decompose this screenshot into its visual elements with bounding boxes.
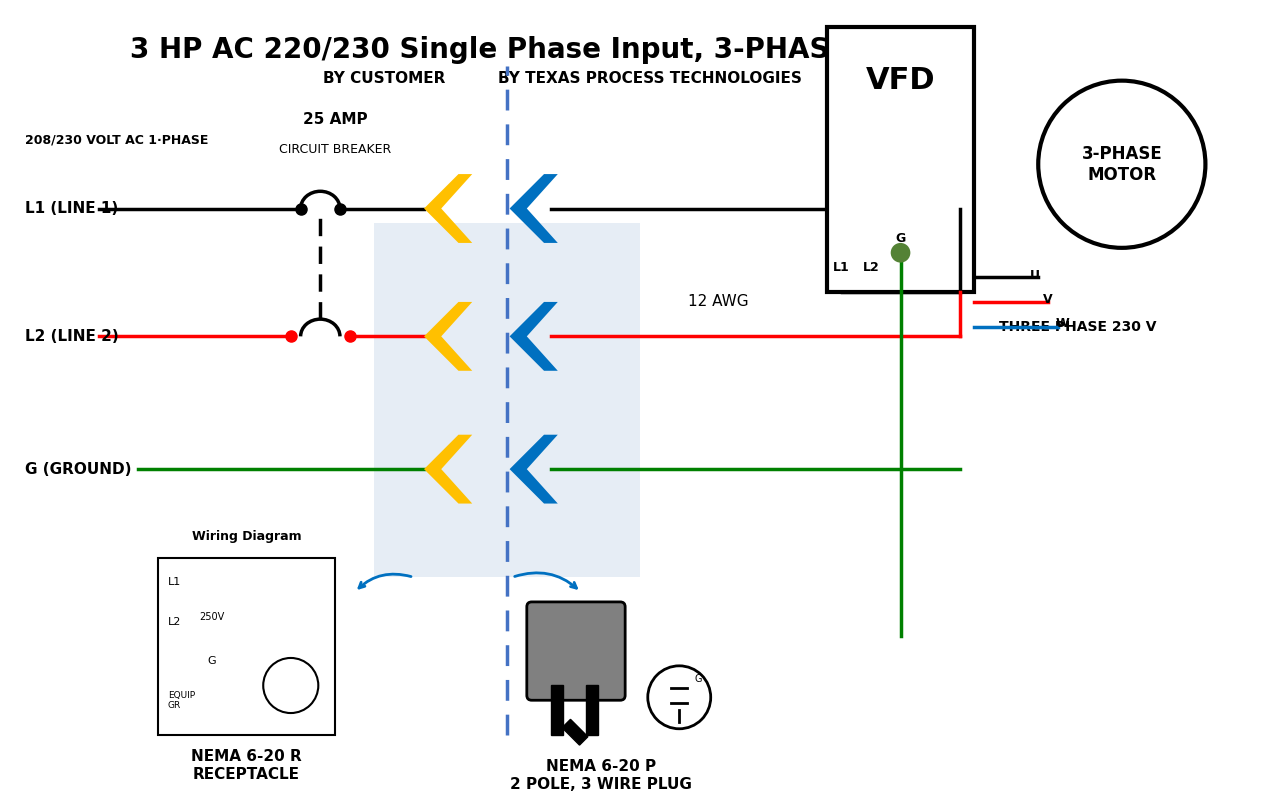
Text: 208/230 VOLT AC 1·PHASE: 208/230 VOLT AC 1·PHASE xyxy=(25,133,208,146)
Text: V: V xyxy=(1043,293,1053,307)
Bar xyxy=(159,558,335,735)
Polygon shape xyxy=(424,434,472,504)
Text: U: U xyxy=(1030,269,1041,282)
Text: L2 (LINE 2): L2 (LINE 2) xyxy=(25,329,119,344)
Text: W: W xyxy=(1056,317,1070,330)
Text: NEMA 6-20 R
RECEPTACLE: NEMA 6-20 R RECEPTACLE xyxy=(192,749,302,782)
Text: G: G xyxy=(695,673,703,684)
Polygon shape xyxy=(424,302,472,371)
Circle shape xyxy=(263,658,319,713)
Text: EQUIP
GR: EQUIP GR xyxy=(168,690,195,710)
Text: Wiring Diagram: Wiring Diagram xyxy=(192,530,301,543)
Bar xyxy=(586,685,598,735)
Text: L1: L1 xyxy=(168,577,181,587)
Circle shape xyxy=(1038,80,1206,248)
Text: G (GROUND): G (GROUND) xyxy=(25,461,132,477)
Text: L1: L1 xyxy=(834,261,850,274)
Text: BY CUSTOMER: BY CUSTOMER xyxy=(324,71,445,86)
Polygon shape xyxy=(424,174,472,243)
Text: THREE PHASE 230 V: THREE PHASE 230 V xyxy=(999,320,1156,333)
Text: 250V: 250V xyxy=(199,611,225,622)
Text: NEMA 6-20 P
2 POLE, 3 WIRE PLUG: NEMA 6-20 P 2 POLE, 3 WIRE PLUG xyxy=(510,760,692,791)
FancyBboxPatch shape xyxy=(527,602,626,701)
Polygon shape xyxy=(510,174,558,243)
Polygon shape xyxy=(510,434,558,504)
Text: L2: L2 xyxy=(863,261,879,274)
Text: 3-PHASE
MOTOR: 3-PHASE MOTOR xyxy=(1081,145,1162,183)
Bar xyxy=(552,685,563,735)
Bar xyxy=(562,720,588,745)
Text: CIRCUIT BREAKER: CIRCUIT BREAKER xyxy=(279,143,391,156)
Text: BY TEXAS PROCESS TECHNOLOGIES: BY TEXAS PROCESS TECHNOLOGIES xyxy=(497,71,802,86)
Bar xyxy=(827,26,975,292)
Text: 25 AMP: 25 AMP xyxy=(303,112,367,128)
Circle shape xyxy=(891,243,910,262)
Polygon shape xyxy=(510,302,558,371)
Text: VFD: VFD xyxy=(865,66,935,95)
Text: G: G xyxy=(896,231,906,245)
Circle shape xyxy=(647,665,711,728)
Bar xyxy=(374,223,640,577)
Text: L1 (LINE 1): L1 (LINE 1) xyxy=(25,201,118,216)
Text: 12 AWG: 12 AWG xyxy=(688,294,749,309)
Text: 3 HP AC 220/230 Single Phase Input, 3-PHASE MOTOR: 3 HP AC 220/230 Single Phase Input, 3-PH… xyxy=(129,37,973,65)
Text: L2: L2 xyxy=(168,617,181,626)
Text: G: G xyxy=(207,656,216,666)
